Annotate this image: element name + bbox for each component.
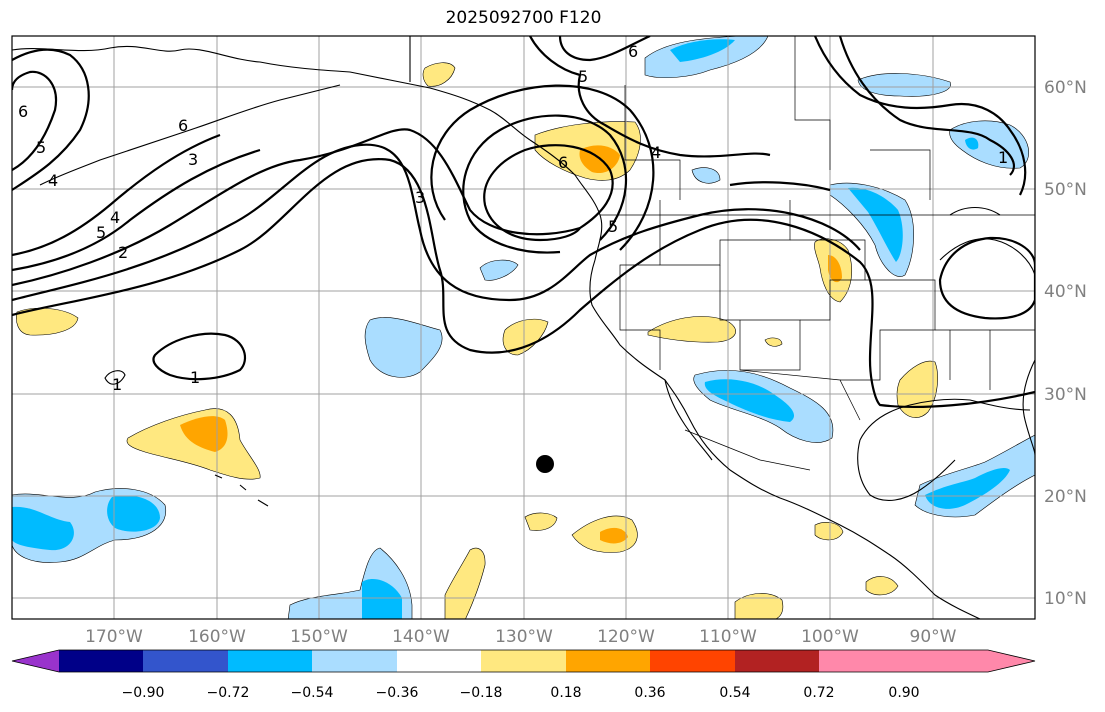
lat-label: 30°N [1044,385,1087,405]
lat-label: 20°N [1044,487,1087,507]
colorbar-tick-label: 0.18 [550,685,581,701]
colorbar-segment [228,650,313,672]
lon-label: 150°W [290,627,348,647]
contour-label: 3 [415,188,425,207]
colorbar-max-extension [904,650,1035,672]
lat-label: 10°N [1044,589,1087,609]
contour-label: 2 [118,243,128,262]
lat-label: 40°N [1044,282,1087,302]
colorbar-segment [650,650,735,672]
lon-label: 110°W [699,627,757,647]
colorbar-segment [397,650,482,672]
colorbar-tick-label: −0.36 [376,685,419,701]
map-frame [11,35,1036,620]
contour-label: 3 [188,150,198,169]
contour-label: 6 [178,116,188,135]
colorbar-tick-label: 0.54 [719,685,750,701]
colorbar-segment [481,650,566,672]
lon-label: 120°W [597,627,655,647]
colorbar-tick-label: 0.72 [803,685,834,701]
plot-title: 2025092700 F120 [445,8,602,28]
lon-label: 130°W [495,627,553,647]
lon-label: 100°W [801,627,859,647]
contour-label: 1 [998,148,1008,167]
colorbar: −0.90 −0.72 −0.54 −0.36 −0.18 0.18 0.36 … [11,649,1036,701]
colorbar-segment [819,650,904,672]
coastlines [12,36,1035,619]
colorbar-segment [143,650,228,672]
contour-label: 5 [36,138,46,157]
contour-label: 4 [48,171,58,190]
contour-label: 6 [628,42,638,61]
height-contours [12,36,1035,408]
contour-label: 5 [578,67,588,86]
colorbar-min-extension [12,650,59,672]
negative-anomaly-shading [12,36,1035,619]
political-borders [600,36,1035,471]
lat-label: 60°N [1044,78,1087,98]
contour-label: 4 [110,208,120,227]
lon-label: 160°W [188,627,246,647]
contour-labels: 6 5 4 5 6 4 3 2 1 3 5 6 6 5 4 1 1 [18,42,1008,394]
lon-label: 170°W [85,627,143,647]
colorbar-segment [735,650,820,672]
positive-anomaly-shading [16,62,938,619]
colorbar-tick-label: −0.54 [291,685,334,701]
colorbar-tick-label: 0.90 [888,685,919,701]
colorbar-segment [59,650,144,672]
contour-label: 4 [651,143,661,162]
colorbar-outline [11,649,1036,673]
lon-label: 140°W [392,627,450,647]
colorbar-segment [566,650,651,672]
colorbar-segment [312,650,397,672]
location-marker [536,455,554,473]
lat-label: 50°N [1044,180,1087,200]
contour-label: 1 [190,368,200,387]
colorbar-tick-label: 0.36 [634,685,665,701]
contour-label: 5 [608,217,618,236]
contour-label: 6 [18,102,28,121]
colorbar-tick-label: −0.90 [122,685,165,701]
longitude-axis-labels: 170°W 160°W 150°W 140°W 130°W 120°W 110°… [85,627,957,647]
colorbar-tick-label: −0.18 [460,685,503,701]
latitude-axis-labels: 60°N 50°N 40°N 30°N 20°N 10°N [1044,78,1087,609]
contour-label: 5 [96,223,106,242]
lon-label: 90°W [910,627,957,647]
contour-label: 1 [112,375,122,394]
contour-label: 6 [558,153,568,172]
colorbar-tick-label: −0.72 [207,685,250,701]
